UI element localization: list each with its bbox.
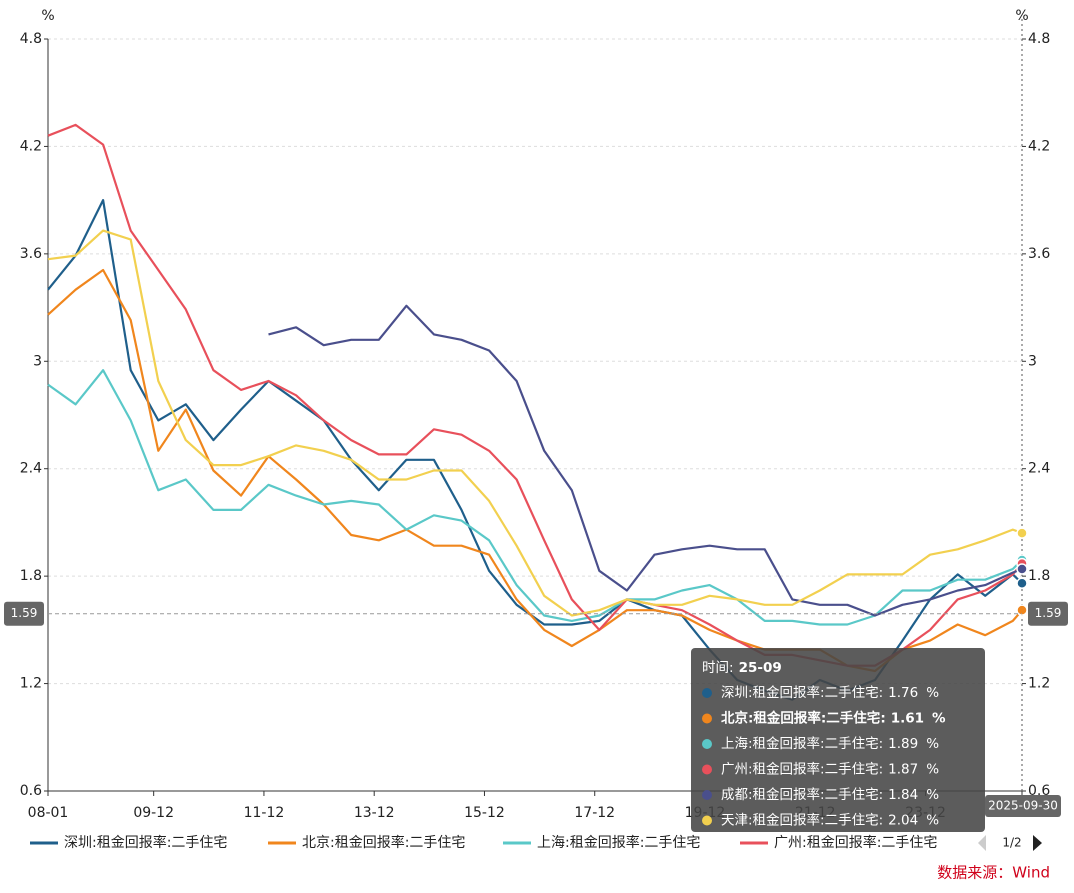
legend-label: 北京:租金回报率:二手住宅 — [302, 834, 465, 851]
tooltip-unit: % — [926, 736, 939, 752]
legend-page: 1/2 — [1002, 836, 1021, 850]
tooltip-row: 成都:租金回报率:二手住宅:1.84% — [721, 786, 939, 803]
tooltip-sep: : — [879, 787, 884, 803]
tooltip-title: 时间: 25-09 — [702, 660, 782, 676]
tooltip-row: 北京:租金回报率:二手住宅:1.61% — [721, 710, 946, 727]
y2-tick-label: 3.6 — [1028, 246, 1050, 262]
tooltip-unit: % — [926, 813, 939, 829]
x-tick-label: 08-01 — [28, 805, 69, 821]
tooltip-sep: : — [880, 711, 885, 727]
tooltip-series: 上海:租金回报率:二手住宅 — [721, 735, 879, 752]
series-line — [47, 229, 1023, 617]
x-tick-label: 17-12 — [574, 805, 615, 821]
x-tick-label: 09-12 — [133, 805, 174, 821]
y2-tick-label: 4.8 — [1028, 31, 1050, 47]
crosshair-x-bg — [985, 795, 1061, 817]
end-point — [1016, 604, 1028, 616]
y2-tick-label: 3 — [1028, 353, 1037, 369]
tooltip-row: 上海:租金回报率:二手住宅:1.89% — [721, 735, 939, 752]
tooltip-series: 广州:租金回报率:二手住宅 — [721, 761, 879, 778]
legend-label: 深圳:租金回报率:二手住宅 — [64, 834, 227, 851]
tooltip-series: 成都:租金回报率:二手住宅 — [721, 786, 879, 803]
x-tick-label: 15-12 — [464, 805, 505, 821]
tooltip-dot — [702, 688, 712, 698]
tooltip-value: 1.84 — [888, 787, 918, 803]
tooltip-value: 1.61 — [891, 711, 924, 727]
tooltip-row: 天津:租金回报率:二手住宅:2.04% — [721, 812, 939, 829]
legend-prev[interactable] — [978, 835, 986, 851]
series-line — [47, 369, 1023, 626]
y-tick-label: 1.8 — [20, 568, 42, 584]
tooltip-series: 天津:租金回报率:二手住宅 — [721, 812, 879, 829]
y2-tick-label: 1.8 — [1028, 568, 1050, 584]
tooltip-row: 深圳:租金回报率:二手住宅:1.76% — [721, 684, 939, 701]
tooltip-bg — [691, 648, 985, 832]
tooltip-unit: % — [926, 762, 939, 778]
tooltip-dot — [702, 739, 712, 749]
crosshair-label-right: 1.59 — [1035, 606, 1062, 620]
tooltip-series: 深圳:租金回报率:二手住宅 — [721, 684, 879, 701]
crosshair-label-bg — [4, 601, 44, 626]
tooltip-value: 1.87 — [888, 762, 918, 778]
y-tick-label: 2.4 — [20, 461, 42, 477]
legend-label: 广州:租金回报率:二手住宅 — [774, 834, 937, 851]
end-point — [1016, 577, 1028, 590]
y-tick-label: 4.8 — [20, 31, 42, 47]
tooltip-unit: % — [926, 685, 939, 701]
y-tick-label: 3.6 — [20, 246, 42, 262]
source: 数据来源：Wind — [937, 864, 1050, 882]
tooltip-time: 25-09 — [739, 660, 782, 676]
series-line — [47, 123, 1023, 667]
y-unit-left: % — [41, 8, 54, 24]
legend-next[interactable] — [1033, 835, 1042, 851]
tooltip-label: 时间: — [702, 660, 734, 676]
end-point — [1016, 563, 1028, 575]
y-tick-label: 4.2 — [20, 138, 42, 154]
y2-tick-label: 2.4 — [1028, 461, 1050, 477]
y-tick-label: 0.6 — [20, 783, 42, 799]
y2-tick-label: 1.2 — [1028, 676, 1050, 692]
tooltip: 时间:25-09深圳:租金回报率:二手住宅:1.76%北京:租金回报率:二手住宅… — [691, 648, 985, 832]
legend-label: 上海:租金回报率:二手住宅 — [537, 834, 700, 851]
tooltip-dot — [702, 713, 712, 724]
y-tick-label: 3 — [33, 353, 42, 369]
tooltip-unit: % — [932, 711, 946, 727]
tooltip-sep: : — [879, 685, 884, 701]
end-point — [1016, 527, 1028, 539]
tooltip-row: 广州:租金回报率:二手住宅:1.87% — [721, 761, 939, 778]
tooltip-sep: : — [879, 736, 884, 752]
tooltip-dot — [702, 764, 712, 775]
crosshair-x-label: 2025-09-30 — [988, 799, 1058, 813]
series-line — [268, 304, 1023, 617]
crosshair-label-bg — [1028, 601, 1068, 626]
y-tick-label: 1.2 — [20, 676, 42, 692]
tooltip-sep: : — [879, 813, 884, 829]
x-tick-label: 13-12 — [354, 805, 395, 821]
tooltip-value: 1.89 — [888, 736, 918, 752]
tooltip-series: 北京:租金回报率:二手住宅 — [721, 710, 881, 727]
tooltip-unit: % — [926, 787, 939, 803]
tooltip-value: 1.76 — [888, 685, 918, 701]
y-unit-right: % — [1015, 8, 1028, 24]
tooltip-dot — [702, 815, 712, 826]
x-tick-label: 11-12 — [244, 805, 285, 821]
tooltip-value: 2.04 — [888, 813, 918, 829]
tooltip-dot — [702, 790, 712, 800]
crosshair-label-left: 1.59 — [11, 606, 38, 620]
tooltip-sep: : — [879, 762, 884, 778]
y2-tick-label: 4.2 — [1028, 138, 1050, 154]
series-line — [47, 199, 1023, 701]
